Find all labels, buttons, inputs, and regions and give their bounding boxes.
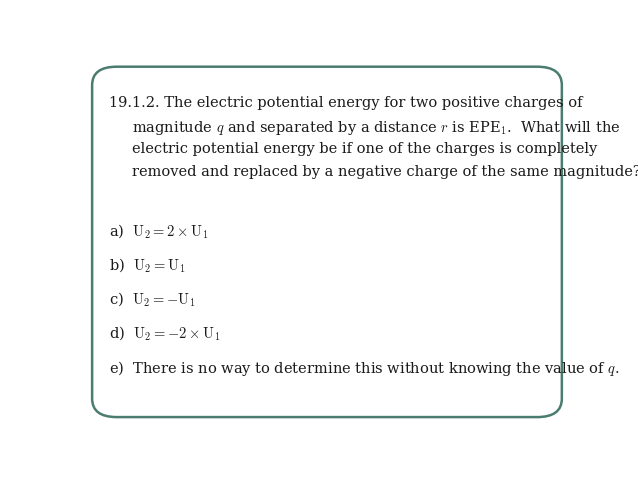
Text: 19.1.2. The electric potential energy for two positive charges of: 19.1.2. The electric potential energy fo…	[110, 96, 583, 110]
Text: removed and replaced by a negative charge of the same magnitude?: removed and replaced by a negative charg…	[131, 165, 638, 179]
Text: b)  $\mathrm{U}_2 = \mathrm{U}_1$: b) $\mathrm{U}_2 = \mathrm{U}_1$	[110, 256, 186, 274]
FancyBboxPatch shape	[92, 67, 562, 417]
Text: a)  $\mathrm{U}_2 = 2 \times \mathrm{U}_1$: a) $\mathrm{U}_2 = 2 \times \mathrm{U}_1…	[110, 222, 209, 240]
Text: magnitude $q$ and separated by a distance $r$ is EPE$_1$.  What will the: magnitude $q$ and separated by a distanc…	[131, 119, 620, 137]
Text: d)  $\mathrm{U}_2 = {-}2 \times \mathrm{U}_1$: d) $\mathrm{U}_2 = {-}2 \times \mathrm{U…	[110, 324, 221, 342]
Text: e)  There is no way to determine this without knowing the value of $q$.: e) There is no way to determine this wit…	[110, 359, 620, 378]
Text: electric potential energy be if one of the charges is completely: electric potential energy be if one of t…	[131, 142, 597, 156]
Text: c)  $\mathrm{U}_2 = {-}\mathrm{U}_1$: c) $\mathrm{U}_2 = {-}\mathrm{U}_1$	[110, 290, 196, 308]
